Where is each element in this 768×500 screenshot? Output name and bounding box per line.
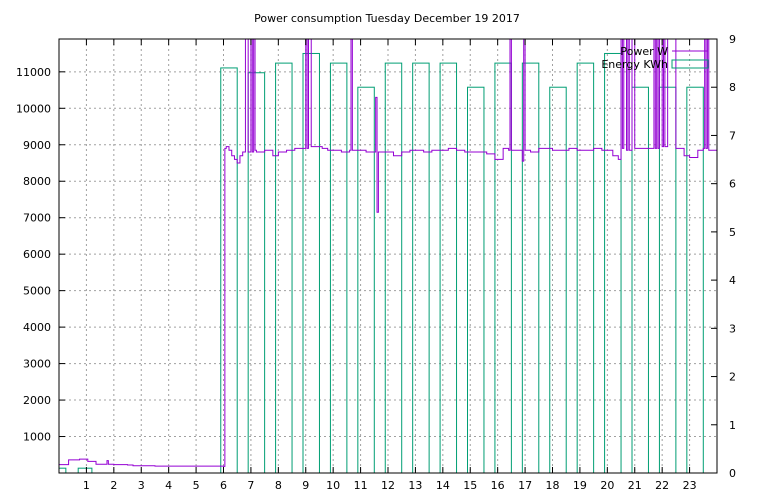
x-tick-label: 17 xyxy=(518,479,532,492)
y2-tick-label: 0 xyxy=(729,467,736,480)
y2-tick-label: 7 xyxy=(729,129,736,142)
y2-tick-label: 9 xyxy=(729,33,736,46)
y2-tick-label: 1 xyxy=(729,419,736,432)
x-tick-label: 1 xyxy=(83,479,90,492)
x-tick-label: 8 xyxy=(275,479,282,492)
legend-swatch-energy xyxy=(671,59,709,69)
x-tick-label: 6 xyxy=(220,479,227,492)
x-tick-label: 9 xyxy=(302,479,309,492)
y2-tick-label: 3 xyxy=(729,322,736,335)
y-tick-label: 8000 xyxy=(23,175,51,188)
y-tick-label: 9000 xyxy=(23,139,51,152)
energy-bar xyxy=(58,467,67,474)
chart-title: Power consumption Tuesday December 19 20… xyxy=(254,12,520,25)
y-tick-label: 3000 xyxy=(23,358,51,371)
legend: Power W Energy KWh xyxy=(601,45,709,71)
x-tick-label: 2 xyxy=(110,479,117,492)
x-tick-label: 10 xyxy=(326,479,340,492)
y2-tick-label: 8 xyxy=(729,81,736,94)
energy-series xyxy=(58,52,704,474)
x-tick-label: 21 xyxy=(628,479,642,492)
x-tick-label: 22 xyxy=(655,479,669,492)
x-tick-label: 4 xyxy=(165,479,172,492)
x-tick-label: 13 xyxy=(408,479,422,492)
x-tick-label: 7 xyxy=(247,479,254,492)
x-tick-label: 23 xyxy=(683,479,697,492)
legend-label-power: Power W xyxy=(620,45,668,58)
power-line xyxy=(59,38,717,467)
y2-tick-label: 5 xyxy=(729,226,736,239)
x-tick-label: 15 xyxy=(463,479,477,492)
legend-label-energy: Energy KWh xyxy=(601,58,668,71)
x-tick-label: 11 xyxy=(354,479,368,492)
y-tick-label: 10000 xyxy=(16,102,51,115)
y-tick-label: 5000 xyxy=(23,285,51,298)
x-tick-label: 19 xyxy=(573,479,587,492)
y2-tick-label: 6 xyxy=(729,178,736,191)
y2-axis: 0 1 2 3 4 5 6 7 8 9 xyxy=(711,33,736,480)
y2-tick-label: 2 xyxy=(729,371,736,384)
y-tick-label: 1000 xyxy=(23,431,51,444)
y-tick-label: 6000 xyxy=(23,248,51,261)
y-tick-label: 4000 xyxy=(23,321,51,334)
x-tick-label: 5 xyxy=(193,479,200,492)
y2-tick-label: 4 xyxy=(729,274,736,287)
x-tick-label: 12 xyxy=(381,479,395,492)
x-tick-label: 3 xyxy=(138,479,145,492)
x-tick-label: 16 xyxy=(491,479,505,492)
y-axis: 1000 2000 3000 4000 5000 6000 7000 8000 9000 1000… xyxy=(16,66,65,444)
grid xyxy=(59,39,717,473)
x-tick-label: 18 xyxy=(546,479,560,492)
x-tick-label: 14 xyxy=(436,479,450,492)
y-tick-label: 2000 xyxy=(23,394,51,407)
x-axis: 1 2 3 4 5 6 7 8 9 10 11 12 13 14 15 16 17 18 19 20 21 22 23 xyxy=(83,39,697,492)
y-tick-label: 11000 xyxy=(16,66,51,79)
power-series xyxy=(59,38,717,467)
x-tick-label: 20 xyxy=(600,479,614,492)
y-tick-label: 7000 xyxy=(23,212,51,225)
energy-bar xyxy=(77,467,93,474)
